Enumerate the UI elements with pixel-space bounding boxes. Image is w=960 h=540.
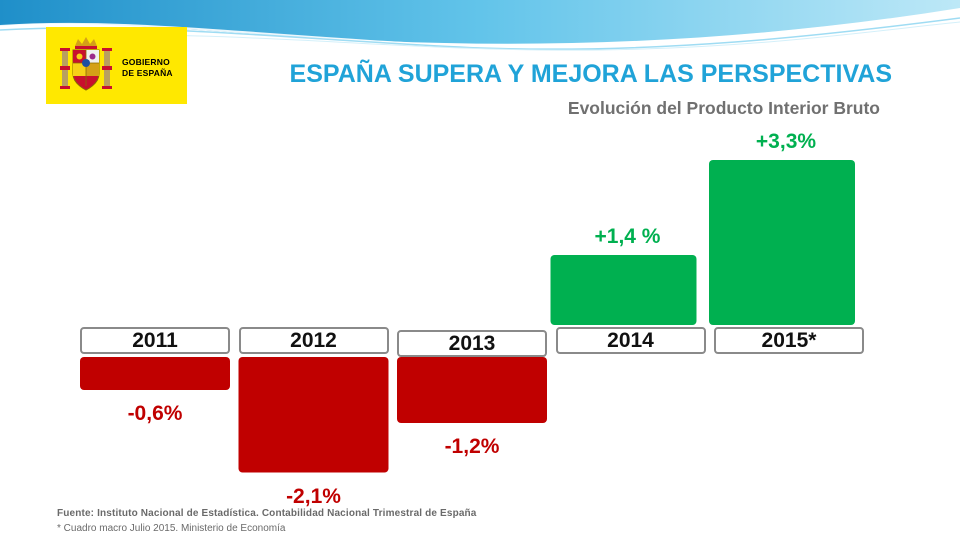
year-label-2013: 2013	[397, 330, 547, 357]
year-label-2015: 2015*	[714, 327, 864, 354]
source-note: Fuente: Instituto Nacional de Estadístic…	[57, 506, 477, 536]
header-wave-decoration	[0, 0, 960, 51]
logo-line-1: GOBIERNO	[122, 57, 170, 67]
bar-2015	[709, 160, 855, 325]
source-line-1: Fuente: Instituto Nacional de Estadístic…	[57, 508, 477, 519]
page-title: ESPAÑA SUPERA Y MEJORA LAS PERSPECTIVAS	[289, 60, 892, 88]
bar-2013	[397, 357, 547, 423]
chart-subtitle: Evolución del Producto Interior Bruto	[567, 98, 880, 118]
logo-line-2: DE ESPAÑA	[122, 68, 173, 78]
gobierno-logo: GOBIERNO DE ESPAÑA	[46, 27, 187, 104]
value-label-2012: -2,1%	[286, 484, 341, 508]
value-label-2014: +1,4 %	[594, 225, 661, 248]
bar-2014	[550, 255, 697, 325]
value-label-2015: +3,3%	[755, 130, 817, 153]
bar-2012	[238, 357, 389, 473]
value-label-2013: -1,2%	[444, 435, 500, 458]
year-label-2014: 2014	[555, 327, 706, 354]
year-label-2011: 2011	[80, 327, 230, 354]
source-line-2: * Cuadro macro Julio 2015. Ministerio de…	[57, 523, 286, 534]
logo-text: GOBIERNO DE ESPAÑA	[122, 57, 173, 79]
coat-of-arms-icon	[60, 37, 112, 91]
value-label-2011: -0,6%	[127, 402, 183, 425]
bar-2011	[80, 357, 230, 390]
year-label-2012: 2012	[238, 327, 389, 354]
